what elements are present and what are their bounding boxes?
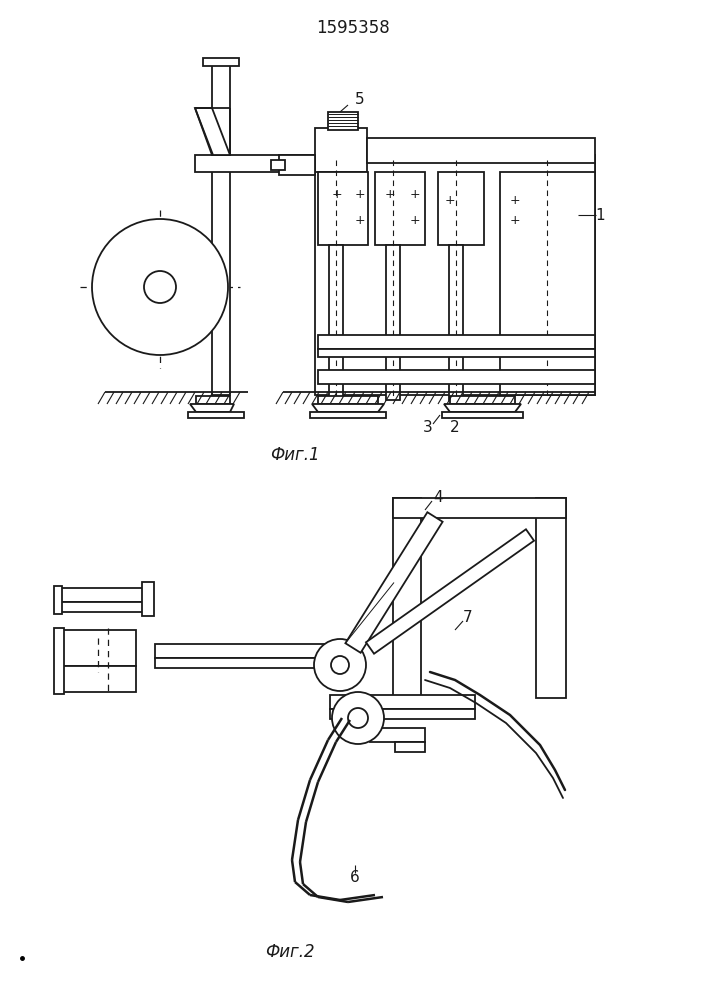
Circle shape (314, 639, 366, 691)
Polygon shape (190, 404, 234, 412)
Bar (395, 742, 425, 752)
Bar (370, 728, 425, 742)
Circle shape (331, 656, 349, 674)
Bar (442, 412, 523, 418)
Text: 1595358: 1595358 (316, 19, 390, 37)
Text: Фиг.1: Фиг.1 (270, 446, 320, 464)
Text: +: + (409, 188, 421, 202)
Bar (438, 172, 484, 245)
Text: 5: 5 (355, 93, 365, 107)
Text: 1: 1 (595, 208, 604, 223)
Bar (54, 586, 62, 614)
Polygon shape (312, 404, 384, 412)
Text: +: + (445, 194, 455, 207)
Bar (155, 644, 345, 658)
Bar (449, 245, 463, 400)
Bar (203, 58, 239, 66)
Bar (155, 658, 345, 668)
Bar (318, 370, 595, 384)
Text: Фиг.2: Фиг.2 (265, 943, 315, 961)
Text: +: + (409, 214, 421, 227)
Bar (536, 498, 566, 698)
Bar (393, 498, 566, 518)
Bar (318, 335, 595, 349)
Text: 3: 3 (423, 420, 433, 436)
Bar (315, 155, 595, 395)
Bar (56, 588, 146, 602)
Bar (500, 172, 595, 395)
Bar (56, 630, 136, 666)
Bar (318, 396, 378, 404)
Bar (367, 138, 595, 163)
Polygon shape (346, 512, 443, 653)
Bar (54, 628, 64, 694)
Bar (188, 412, 244, 418)
Bar (212, 63, 230, 155)
Bar (393, 498, 421, 698)
Text: +: + (355, 188, 366, 202)
Text: 2: 2 (450, 420, 460, 436)
Text: +: + (332, 188, 342, 202)
Bar (142, 582, 154, 616)
Bar (279, 155, 315, 175)
Bar (56, 666, 136, 692)
Bar (328, 112, 358, 130)
Circle shape (92, 219, 228, 355)
Bar (386, 245, 400, 400)
Bar (212, 155, 230, 395)
Circle shape (348, 708, 368, 728)
Bar (318, 349, 595, 357)
Bar (318, 172, 368, 245)
Bar (450, 396, 515, 404)
Polygon shape (195, 108, 230, 155)
Bar (330, 695, 475, 709)
Bar (196, 396, 230, 404)
Text: +: + (385, 188, 395, 202)
Text: +: + (355, 214, 366, 227)
Bar (195, 155, 595, 172)
Bar (330, 709, 475, 719)
Polygon shape (366, 529, 534, 654)
Text: 4: 4 (433, 490, 443, 506)
Text: +: + (510, 214, 520, 227)
Text: +: + (510, 194, 520, 207)
Bar (375, 172, 425, 245)
Bar (310, 412, 386, 418)
Polygon shape (444, 404, 521, 412)
Bar (56, 602, 146, 612)
Bar (315, 128, 367, 172)
Circle shape (144, 271, 176, 303)
Circle shape (332, 692, 384, 744)
Bar (329, 245, 343, 400)
Text: 6: 6 (350, 870, 360, 886)
Text: 7: 7 (463, 610, 473, 626)
Bar (271, 160, 285, 170)
